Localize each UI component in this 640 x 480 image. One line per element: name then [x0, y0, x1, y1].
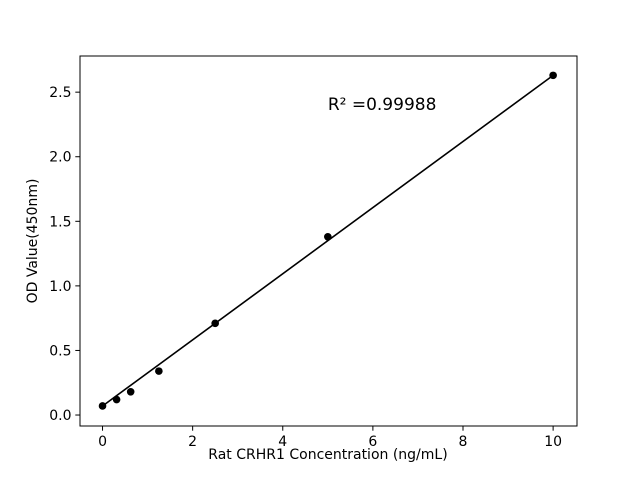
y-tick-label: 2.5 — [49, 85, 71, 101]
y-tick-label: 0.0 — [49, 408, 71, 424]
x-tick-label: 4 — [278, 434, 287, 450]
x-axis-label: Rat CRHR1 Concentration (ng/mL) — [208, 447, 447, 463]
data-point — [126, 387, 135, 396]
data-point — [549, 71, 557, 80]
y-tick-label: 1.0 — [49, 279, 71, 295]
y-axis-label: OD Value(450nm) — [25, 179, 41, 304]
x-tick-label: 8 — [459, 434, 468, 450]
plot-border — [79, 55, 578, 427]
fit-line — [101, 74, 554, 407]
data-point — [112, 395, 121, 404]
y-tick-label: 0.5 — [49, 343, 71, 359]
axis-ticks: 0 2 4 6 8 10 0.0 0.5 1.0 1.5 2.0 2.5 — [49, 85, 562, 450]
x-tick-label: 0 — [98, 434, 107, 450]
y-tick-label: 1.5 — [49, 214, 71, 230]
x-tick-label: 6 — [368, 434, 377, 450]
x-tick-label: 10 — [544, 434, 562, 450]
data-point — [324, 233, 332, 241]
data-point — [98, 402, 107, 410]
y-tick-label: 2.0 — [49, 150, 71, 166]
data-point — [211, 319, 219, 328]
data-point — [155, 367, 163, 375]
x-tick-label: 2 — [188, 434, 197, 450]
r-squared-annotation: R² =0.99988 — [328, 95, 437, 115]
plot-data — [98, 71, 557, 410]
